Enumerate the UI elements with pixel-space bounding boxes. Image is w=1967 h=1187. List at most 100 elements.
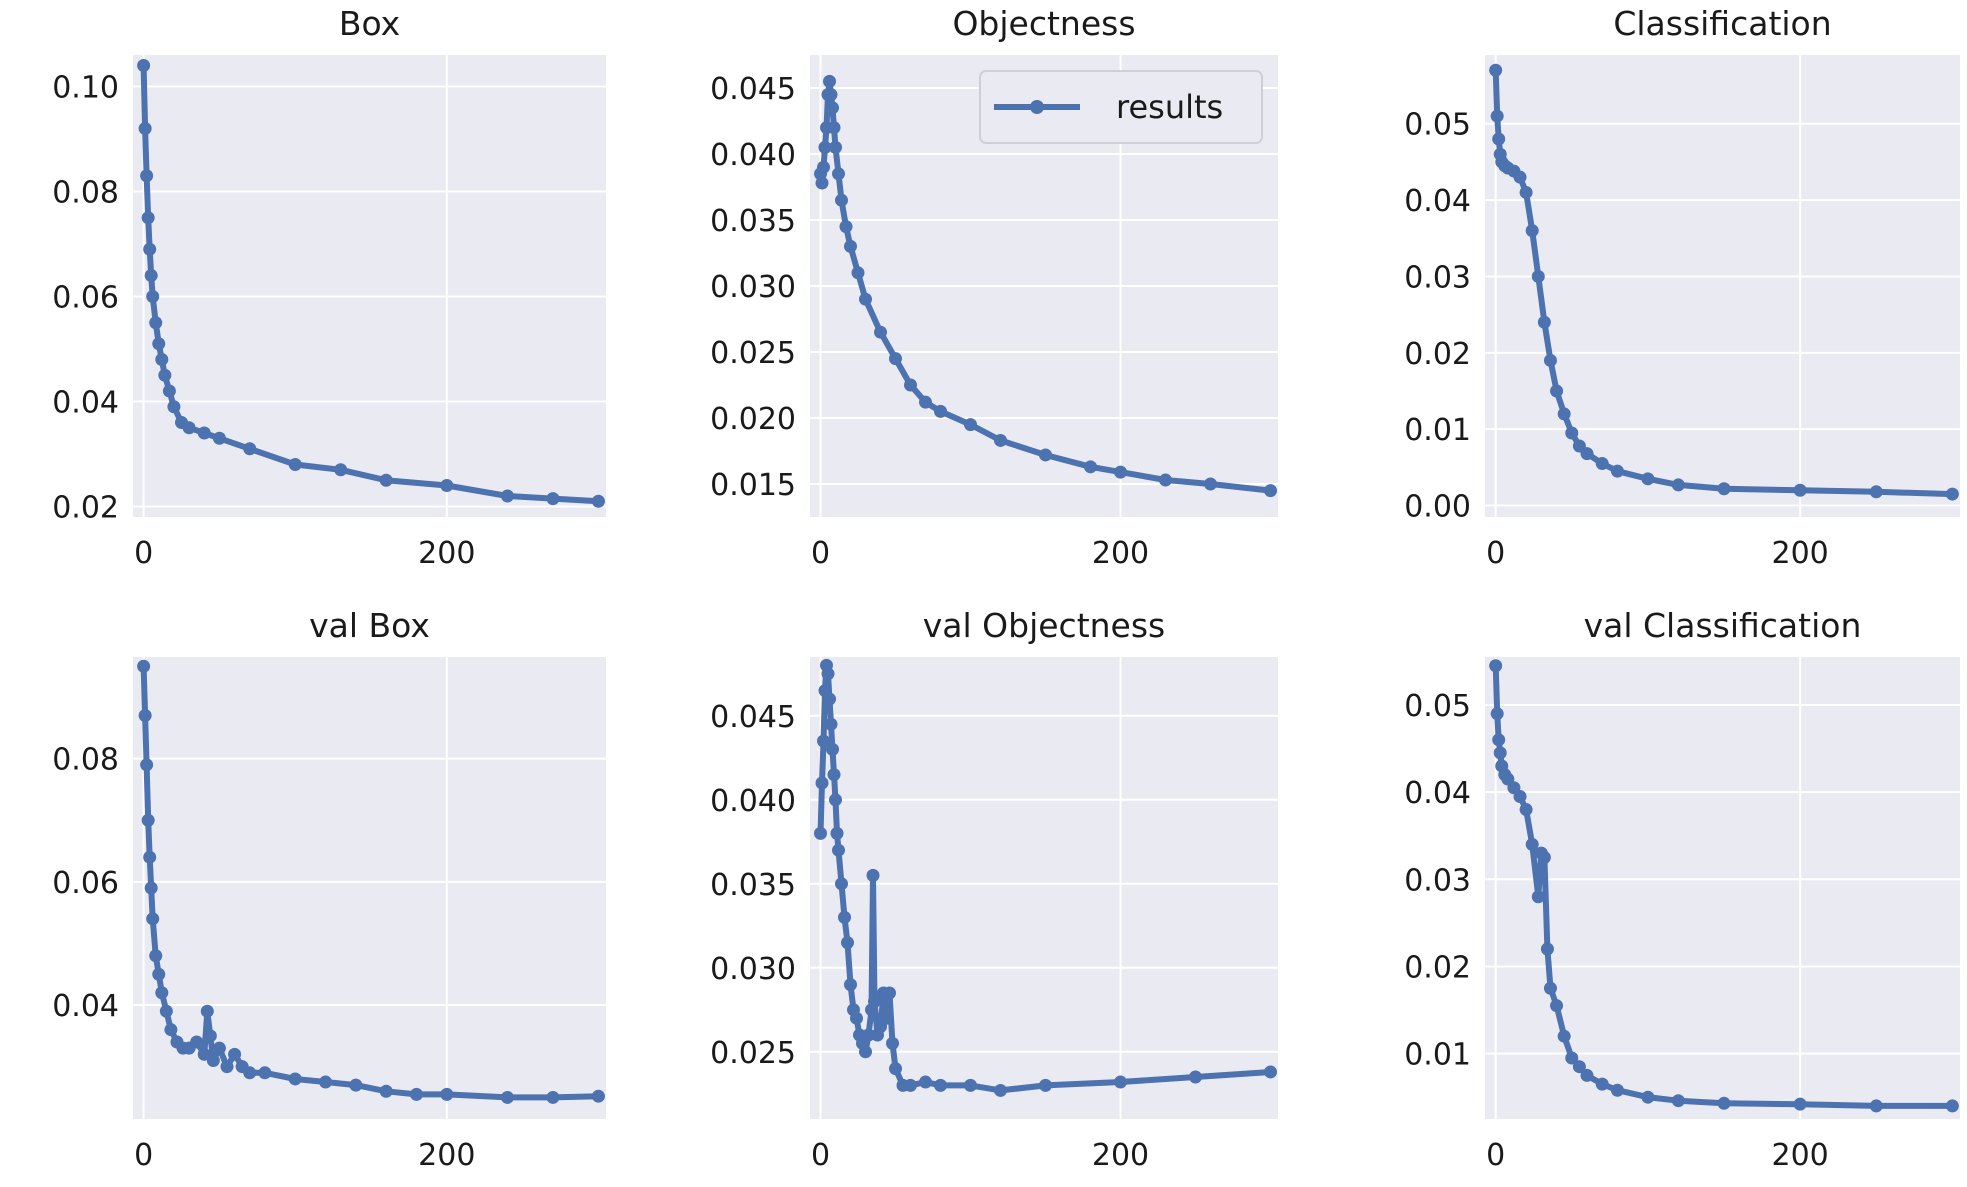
data-point bbox=[1159, 473, 1172, 487]
data-point bbox=[591, 494, 605, 508]
y-tick-label: 0.10 bbox=[52, 71, 119, 106]
y-tick-label: 0.015 bbox=[710, 468, 796, 503]
subplot-2: 0.015 0.020 0.025 0.030 0.035 0.040 0.045 0 200 O… bbox=[710, 4, 1278, 571]
data-point bbox=[546, 1090, 560, 1104]
x-tick-label: 200 bbox=[1092, 1138, 1149, 1173]
data-point bbox=[815, 176, 829, 190]
y-tick-label: 0.045 bbox=[710, 72, 796, 107]
data-point bbox=[1039, 1078, 1052, 1092]
x-tick-label: 0 bbox=[1486, 1138, 1505, 1173]
y-tick-label: 0.06 bbox=[52, 866, 119, 901]
data-point bbox=[288, 1072, 302, 1086]
data-point bbox=[1114, 465, 1127, 479]
legend-marker bbox=[1030, 100, 1044, 114]
subplot-5: 0.025 0.030 0.035 0.040 0.045 0 200 val Objectn… bbox=[710, 606, 1278, 1173]
data-point bbox=[1039, 448, 1052, 462]
y-tick-label: 0.035 bbox=[710, 868, 796, 903]
data-point bbox=[1264, 484, 1277, 498]
y-tick-label: 0.03 bbox=[1404, 863, 1471, 898]
data-point bbox=[164, 1023, 178, 1037]
subplot-title: val Box bbox=[309, 606, 430, 645]
data-point bbox=[591, 1089, 605, 1103]
data-point bbox=[859, 292, 872, 306]
data-point bbox=[143, 850, 157, 864]
data-point bbox=[868, 994, 881, 1008]
data-point bbox=[1540, 942, 1554, 956]
data-point bbox=[934, 1078, 947, 1092]
data-point bbox=[827, 121, 841, 135]
data-point bbox=[440, 479, 454, 492]
data-point bbox=[851, 266, 865, 280]
y-tick-label: 0.01 bbox=[1404, 1038, 1471, 1073]
data-point bbox=[1595, 1077, 1609, 1091]
data-point bbox=[200, 1004, 214, 1018]
data-point bbox=[1537, 315, 1551, 329]
data-point bbox=[817, 160, 830, 174]
data-point bbox=[220, 1060, 234, 1074]
legend-label: results bbox=[1116, 88, 1223, 126]
plot-area bbox=[810, 657, 1278, 1119]
data-point bbox=[994, 1083, 1007, 1097]
data-point bbox=[409, 1087, 423, 1101]
x-tick-label: 0 bbox=[811, 536, 830, 571]
data-point bbox=[1264, 1065, 1277, 1079]
data-point bbox=[835, 877, 848, 891]
data-point bbox=[829, 793, 842, 807]
data-point bbox=[243, 442, 257, 456]
data-point bbox=[258, 1066, 272, 1080]
plot-area bbox=[1485, 657, 1960, 1119]
y-tick-label: 0.030 bbox=[710, 952, 796, 987]
data-point bbox=[964, 1078, 977, 1092]
data-point bbox=[883, 986, 896, 1000]
data-point bbox=[835, 193, 848, 207]
data-point bbox=[500, 1090, 514, 1104]
data-point bbox=[143, 242, 157, 256]
y-tick-label: 0.02 bbox=[1404, 337, 1471, 372]
x-tick-label: 200 bbox=[1772, 536, 1829, 571]
data-point bbox=[197, 426, 211, 440]
data-point bbox=[1793, 483, 1807, 497]
data-point bbox=[206, 1053, 220, 1067]
data-point bbox=[862, 1028, 875, 1042]
data-point bbox=[1869, 485, 1883, 499]
data-point bbox=[1610, 1083, 1624, 1097]
data-point bbox=[1490, 707, 1504, 721]
data-point bbox=[823, 692, 836, 706]
subplot-title: val Classification bbox=[1584, 606, 1862, 645]
data-point bbox=[919, 395, 932, 409]
data-point bbox=[1641, 472, 1655, 486]
data-point bbox=[814, 826, 827, 840]
data-point bbox=[815, 776, 829, 790]
y-tick-label: 0.020 bbox=[710, 402, 796, 437]
data-point bbox=[1557, 1029, 1571, 1043]
data-point bbox=[919, 1075, 932, 1089]
data-point bbox=[964, 418, 977, 432]
data-point bbox=[349, 1078, 363, 1092]
data-point bbox=[1492, 733, 1506, 747]
plot-area bbox=[133, 55, 606, 517]
y-tick-label: 0.08 bbox=[52, 743, 119, 778]
subplot-title: Classification bbox=[1613, 4, 1831, 43]
data-point bbox=[140, 169, 154, 183]
data-point bbox=[228, 1047, 242, 1061]
data-point bbox=[1493, 746, 1507, 760]
data-point bbox=[1543, 353, 1557, 367]
data-point bbox=[158, 368, 172, 382]
data-point bbox=[152, 337, 166, 351]
legend: results bbox=[979, 70, 1263, 144]
data-point bbox=[546, 492, 560, 506]
data-point bbox=[144, 269, 158, 282]
data-point bbox=[1717, 482, 1731, 496]
data-point bbox=[1537, 850, 1551, 864]
data-point bbox=[149, 949, 163, 963]
data-point bbox=[1671, 478, 1685, 492]
data-point bbox=[839, 220, 853, 234]
data-point bbox=[830, 826, 844, 840]
data-point bbox=[149, 316, 163, 330]
data-point bbox=[141, 813, 155, 827]
data-point bbox=[1595, 457, 1609, 471]
data-point bbox=[1869, 1099, 1883, 1113]
y-tick-label: 0.025 bbox=[710, 336, 796, 371]
y-tick-label: 0.04 bbox=[52, 386, 119, 421]
y-tick-label: 0.00 bbox=[1404, 490, 1471, 525]
